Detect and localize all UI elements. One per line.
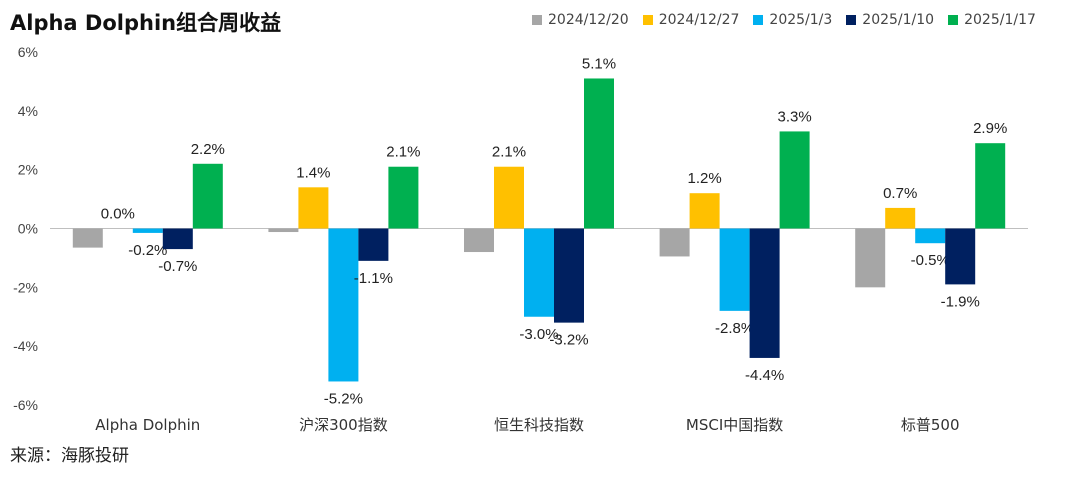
legend: 2024/12/20 2024/12/27 2025/1/3 2025/1/10 202… <box>532 12 1036 28</box>
bar <box>659 228 690 257</box>
bar <box>554 228 584 323</box>
bar <box>298 187 329 229</box>
legend-item: 2025/1/10 <box>846 12 934 28</box>
bar <box>132 228 163 233</box>
data-label: -4.4% <box>745 367 784 384</box>
bar <box>719 228 750 311</box>
bar <box>749 228 780 358</box>
legend-swatch <box>532 15 542 25</box>
y-tick-label: 0% <box>18 221 38 237</box>
bar <box>855 228 886 288</box>
bar <box>192 163 223 229</box>
legend-item: 2024/12/20 <box>532 12 629 28</box>
data-label: -1.9% <box>941 293 980 310</box>
bar <box>945 228 976 285</box>
legend-swatch <box>948 15 959 25</box>
y-tick-label: 2% <box>18 162 38 178</box>
y-tick-label: -2% <box>13 279 38 295</box>
chart-title: Alpha Dolphin组合周收益 <box>10 11 282 35</box>
data-label: -2.8% <box>715 320 754 337</box>
y-tick-label: -4% <box>13 338 38 354</box>
data-label: 5.1% <box>582 55 616 72</box>
bar <box>689 193 720 229</box>
y-tick-label: -6% <box>13 397 38 413</box>
data-label: -3.0% <box>519 326 558 343</box>
data-label: 0.7% <box>883 185 917 202</box>
y-tick-label: 4% <box>18 103 38 119</box>
bar <box>328 228 359 382</box>
data-label: 2.1% <box>492 144 526 161</box>
bar <box>779 131 810 229</box>
data-label: -5.2% <box>324 390 363 407</box>
legend-label: 2024/12/20 <box>548 12 629 28</box>
legend-label: 2025/1/10 <box>862 12 935 28</box>
x-category-label: 标普500 <box>901 416 960 434</box>
data-label: 1.4% <box>296 164 330 181</box>
data-label: -3.2% <box>549 332 588 349</box>
legend-label: 2025/1/3 <box>769 12 833 28</box>
legend-swatch <box>846 15 857 25</box>
data-label: 3.3% <box>777 108 811 125</box>
bar <box>885 207 916 229</box>
data-label: 2.9% <box>973 120 1007 137</box>
data-label: 0.0% <box>101 206 135 223</box>
data-label: -0.2% <box>128 242 167 259</box>
legend-label: 2024/12/27 <box>658 12 740 28</box>
data-label: -0.5% <box>911 252 950 269</box>
data-label: -0.7% <box>158 258 197 275</box>
bar <box>584 78 614 229</box>
data-label: 1.2% <box>687 170 721 187</box>
bar <box>162 228 193 250</box>
bar <box>358 228 389 261</box>
bar <box>524 228 554 317</box>
bar <box>72 228 103 248</box>
legend-swatch <box>753 15 764 25</box>
legend-label: 2025/1/17 <box>964 12 1036 28</box>
legend-item: 2024/12/27 <box>642 12 740 28</box>
bar <box>464 228 494 253</box>
bar <box>975 143 1006 229</box>
bar <box>388 166 419 229</box>
bar <box>268 228 299 233</box>
bar <box>494 166 524 229</box>
data-label: 2.1% <box>386 144 420 161</box>
legend-item: 2025/1/17 <box>948 12 1036 28</box>
x-category-label: 沪深300指数 <box>299 416 388 434</box>
legend-item: 2025/1/3 <box>753 12 832 28</box>
x-category-label: 恒生科技指数 <box>494 416 584 434</box>
data-label: -1.1% <box>354 270 393 287</box>
y-tick-label: 6% <box>18 44 38 60</box>
x-category-label: Alpha Dolphin <box>95 416 200 434</box>
legend-swatch <box>642 15 653 25</box>
x-category-label: MSCI中国指数 <box>686 416 783 434</box>
source-note: 来源：海豚投研 <box>10 446 129 466</box>
data-label: 2.2% <box>191 141 225 158</box>
bar <box>915 228 946 244</box>
